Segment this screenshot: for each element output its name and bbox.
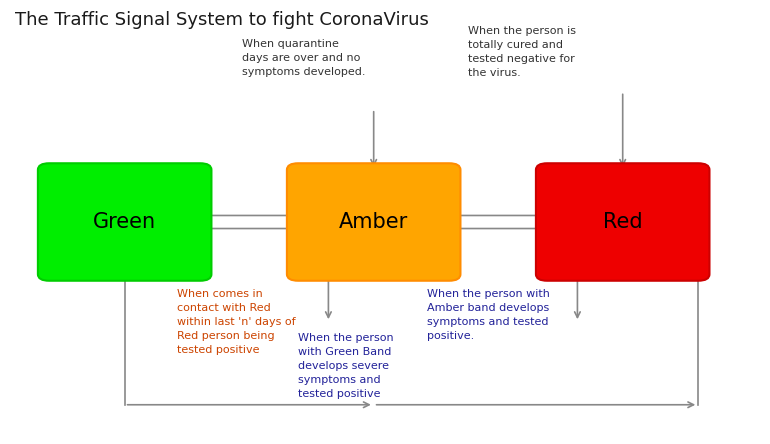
Text: Green: Green <box>93 212 156 232</box>
FancyBboxPatch shape <box>287 163 460 281</box>
Text: The Traffic Signal System to fight CoronaVirus: The Traffic Signal System to fight Coron… <box>15 11 429 29</box>
FancyBboxPatch shape <box>536 163 709 281</box>
Text: When quarantine
days are over and no
symptoms developed.: When quarantine days are over and no sym… <box>242 39 365 77</box>
Text: When the person
with Green Band
develops severe
symptoms and
tested positive: When the person with Green Band develops… <box>298 333 393 399</box>
Text: Red: Red <box>603 212 642 232</box>
Text: When the person with
Amber band develops
symptoms and tested
positive.: When the person with Amber band develops… <box>427 289 549 341</box>
FancyBboxPatch shape <box>38 163 212 281</box>
Text: When comes in
contact with Red
within last 'n' days of
Red person being
tested p: When comes in contact with Red within la… <box>177 289 296 356</box>
Text: Amber: Amber <box>339 212 408 232</box>
Text: When the person is
totally cured and
tested negative for
the virus.: When the person is totally cured and tes… <box>468 26 576 78</box>
